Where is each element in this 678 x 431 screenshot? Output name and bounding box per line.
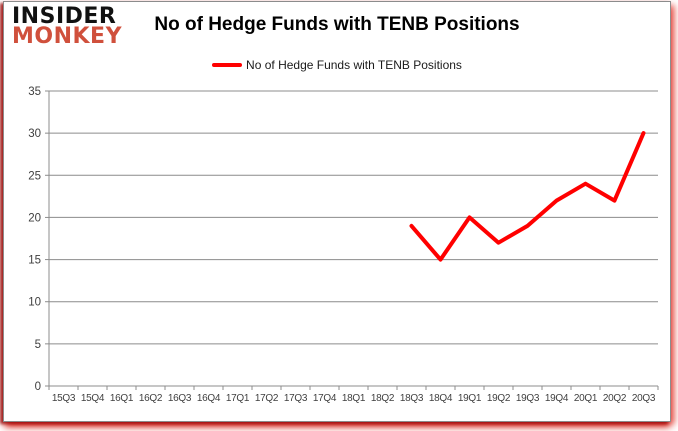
insider-monkey-logo: INSIDER MONKEY [12, 4, 123, 50]
x-tick-label: 15Q3 [52, 393, 76, 404]
legend-label: No of Hedge Funds with TENB Positions [246, 58, 462, 72]
x-tick-label: 19Q1 [458, 393, 482, 404]
x-tick-label: 20Q1 [574, 393, 598, 404]
x-tick-label: 17Q1 [226, 393, 250, 404]
x-tick-label: 16Q2 [139, 393, 163, 404]
x-tick-label: 18Q3 [400, 393, 424, 404]
y-tick-label: 15 [28, 255, 41, 267]
y-tick-label: 10 [28, 297, 41, 309]
chart-frame: INSIDER MONKEY No of Hedge Funds with TE… [3, 1, 671, 422]
x-tick-label: 20Q3 [632, 393, 656, 404]
y-tick-label: 0 [35, 381, 41, 393]
x-tick-label: 20Q2 [603, 393, 627, 404]
y-tick-label: 5 [35, 339, 41, 351]
y-tick-label: 35 [28, 86, 41, 98]
x-tick-label: 16Q4 [197, 393, 221, 404]
series-line [409, 131, 646, 262]
y-tick-label: 30 [28, 128, 41, 140]
logo-word-insider: INSIDER [12, 4, 117, 29]
x-tick-label: 16Q3 [168, 393, 192, 404]
x-tick-label: 17Q4 [313, 393, 337, 404]
x-tick-label: 18Q1 [342, 393, 366, 404]
chart-title: No of Hedge Funds with TENB Positions [154, 14, 520, 35]
y-tick-label: 25 [28, 170, 41, 182]
x-tick-label: 19Q2 [487, 393, 511, 404]
y-tick-label: 20 [28, 212, 41, 224]
x-tick-label: 19Q4 [545, 393, 569, 404]
x-tick-label: 17Q3 [284, 393, 308, 404]
x-tick-label: 18Q4 [429, 393, 453, 404]
logo-word-monkey: MONKEY [12, 24, 123, 50]
x-tick-label: 17Q2 [255, 393, 279, 404]
legend: No of Hedge Funds with TENB Positions [4, 58, 670, 72]
x-tick-label: 16Q1 [110, 393, 134, 404]
chart-plot-area: 0 5 10 15 20 25 30 35 15Q3 15Q4 16Q1 16Q2 16Q3 16Q4 17… [28, 86, 659, 404]
x-tick-label: 19Q3 [516, 393, 540, 404]
legend-line-swatch-icon [212, 63, 243, 67]
x-tick-label: 15Q4 [81, 393, 105, 404]
x-tick-label: 18Q2 [371, 393, 395, 404]
